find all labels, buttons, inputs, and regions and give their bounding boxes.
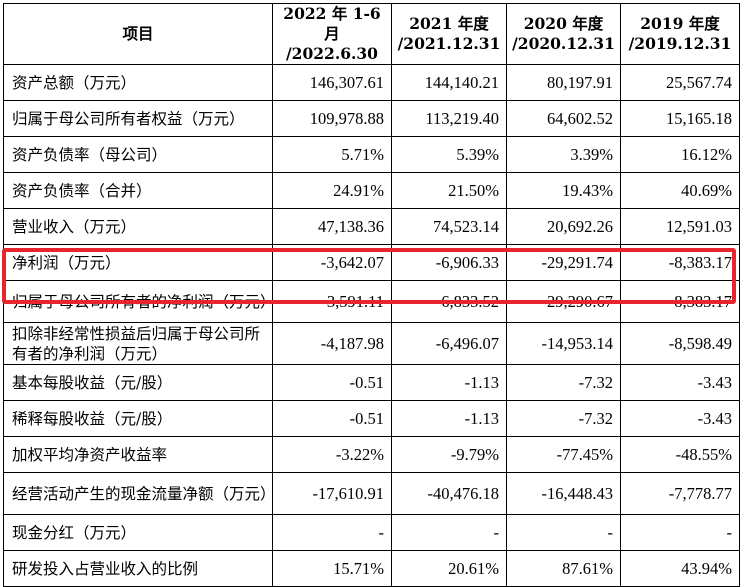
- row-label: 营业收入（万元）: [3, 208, 273, 245]
- cell-value: 5.39%: [391, 136, 507, 173]
- header-2019-line1: 2019 年度: [640, 14, 720, 33]
- cell-value: -3.43: [620, 400, 740, 437]
- cell-value: 64,602.52: [506, 100, 621, 137]
- table-row: 资产负债率（母公司） 5.71% 5.39% 3.39% 16.12%: [3, 136, 740, 173]
- cell-value: -1.13: [391, 364, 507, 401]
- row-label: 资产总额（万元）: [3, 64, 273, 101]
- table-row: 资产总额（万元） 146,307.61 144,140.21 80,197.91…: [3, 64, 740, 101]
- row-label: 稀释每股收益（元/股）: [3, 400, 273, 437]
- table-row: 加权平均净资产收益率 -3.22% -9.79% -77.45% -48.55%: [3, 436, 740, 473]
- cell-value: 87.61%: [506, 550, 621, 587]
- header-item: 项目: [3, 3, 273, 65]
- cell-value: -6,496.07: [391, 322, 507, 365]
- cell-value: -48.55%: [620, 436, 740, 473]
- cell-value: -77.45%: [506, 436, 621, 473]
- cell-value: -8,598.49: [620, 322, 740, 365]
- cell-value: 25,567.74: [620, 64, 740, 101]
- header-2020-line1: 2020 年度: [523, 14, 604, 33]
- table-header-row: 项目 2022 年 1-6 月/2022.6.30 2021 年度/2021.1…: [3, 3, 740, 65]
- cell-value: -0.51: [272, 364, 392, 401]
- cell-value: 109,978.88: [272, 100, 392, 137]
- cell-value: -3.22%: [272, 436, 392, 473]
- row-label: 资产负债率（合并）: [3, 172, 273, 209]
- row-label: 基本每股收益（元/股）: [3, 364, 273, 401]
- cell-value: 40.69%: [620, 172, 740, 209]
- cell-value: 74,523.14: [391, 208, 507, 245]
- financial-table: 项目 2022 年 1-6 月/2022.6.30 2021 年度/2021.1…: [3, 3, 740, 587]
- cell-value: -17,610.91: [272, 472, 392, 515]
- cell-value: 113,219.40: [391, 100, 507, 137]
- cell-value: 144,140.21: [391, 64, 507, 101]
- header-2020-line2: /2020.12.31: [512, 34, 615, 53]
- cell-value: 15.71%: [272, 550, 392, 587]
- cell-value: -0.51: [272, 400, 392, 437]
- header-2022h1: 2022 年 1-6 月/2022.6.30: [272, 3, 392, 65]
- header-2022h1-line1: 2022 年 1-6 月: [283, 4, 381, 43]
- cell-value: -: [620, 514, 740, 551]
- cell-value: -4,187.98: [272, 322, 392, 365]
- cell-value: -14,953.14: [506, 322, 621, 365]
- cell-value: 24.91%: [272, 172, 392, 209]
- row-label: 加权平均净资产收益率: [3, 436, 273, 473]
- table-row: 资产负债率（合并） 24.91% 21.50% 19.43% 40.69%: [3, 172, 740, 209]
- header-2020: 2020 年度/2020.12.31: [506, 3, 621, 65]
- header-2021-line2: /2021.12.31: [397, 34, 501, 53]
- row-label: 归属于母公司所有者的净利润（万元）: [3, 280, 276, 323]
- row-label: 研发投入占营业收入的比例: [3, 550, 273, 587]
- cell-value: 16.12%: [620, 136, 740, 173]
- cell-value: 20.61%: [391, 550, 507, 587]
- cell-value: -8,383.17: [620, 244, 740, 281]
- cell-value: -6,833.52: [391, 280, 507, 323]
- cell-value: 3.39%: [506, 136, 621, 173]
- cell-value: -6,906.33: [391, 244, 507, 281]
- cell-value: -3.43: [620, 364, 740, 401]
- table-row: 净利润（万元） -3,642.07 -6,906.33 -29,291.74 -…: [3, 244, 740, 281]
- cell-value: -3,591.11: [272, 280, 392, 323]
- cell-value: -1.13: [391, 400, 507, 437]
- cell-value: 12,591.03: [620, 208, 740, 245]
- row-label: 扣除非经常性损益后归属于母公司所有者的净利润（万元）: [3, 322, 273, 365]
- cell-value: -7.32: [506, 400, 621, 437]
- cell-value: -16,448.43: [506, 472, 621, 515]
- table-row: 经营活动产生的现金流量净额（万元） -17,610.91 -40,476.18 …: [3, 472, 740, 515]
- cell-value: -29,291.74: [506, 244, 621, 281]
- cell-value: -7.32: [506, 364, 621, 401]
- header-2022h1-line2: /2022.6.30: [286, 44, 378, 63]
- row-label: 归属于母公司所有者权益（万元）: [3, 100, 273, 137]
- table-row: 现金分红（万元） - - - -: [3, 514, 740, 551]
- cell-value: -8,383.17: [620, 280, 740, 323]
- table-row: 稀释每股收益（元/股） -0.51 -1.13 -7.32 -3.43: [3, 400, 740, 437]
- cell-value: 21.50%: [391, 172, 507, 209]
- cell-value: 146,307.61: [272, 64, 392, 101]
- header-2019: 2019 年度/2019.12.31: [620, 3, 740, 65]
- header-2021: 2021 年度/2021.12.31: [391, 3, 507, 65]
- row-label: 经营活动产生的现金流量净额（万元）: [3, 472, 276, 515]
- row-label: 资产负债率（母公司）: [3, 136, 273, 173]
- table-row: 归属于母公司所有者权益（万元） 109,978.88 113,219.40 64…: [3, 100, 740, 137]
- cell-value: -: [506, 514, 621, 551]
- table-row: 营业收入（万元） 47,138.36 74,523.14 20,692.26 1…: [3, 208, 740, 245]
- header-2019-line2: /2019.12.31: [628, 34, 732, 53]
- cell-value: -7,778.77: [620, 472, 740, 515]
- table-row: 基本每股收益（元/股） -0.51 -1.13 -7.32 -3.43: [3, 364, 740, 401]
- cell-value: 5.71%: [272, 136, 392, 173]
- table-row: 扣除非经常性损益后归属于母公司所有者的净利润（万元） -4,187.98 -6,…: [3, 322, 740, 365]
- cell-value: 20,692.26: [506, 208, 621, 245]
- cell-value: 47,138.36: [272, 208, 392, 245]
- cell-value: -: [272, 514, 392, 551]
- cell-value: 19.43%: [506, 172, 621, 209]
- row-label: 现金分红（万元）: [3, 514, 273, 551]
- header-2021-line1: 2021 年度: [409, 14, 489, 33]
- row-label: 净利润（万元）: [3, 244, 273, 281]
- cell-value: -29,290.67: [506, 280, 621, 323]
- table-row-highlighted: 归属于母公司所有者的净利润（万元） -3,591.11 -6,833.52 -2…: [3, 280, 740, 323]
- cell-value: -: [391, 514, 507, 551]
- table-row: 研发投入占营业收入的比例 15.71% 20.61% 87.61% 43.94%: [3, 550, 740, 587]
- cell-value: -40,476.18: [391, 472, 507, 515]
- cell-value: 80,197.91: [506, 64, 621, 101]
- cell-value: 15,165.18: [620, 100, 740, 137]
- cell-value: 43.94%: [620, 550, 740, 587]
- cell-value: -3,642.07: [272, 244, 392, 281]
- cell-value: -9.79%: [391, 436, 507, 473]
